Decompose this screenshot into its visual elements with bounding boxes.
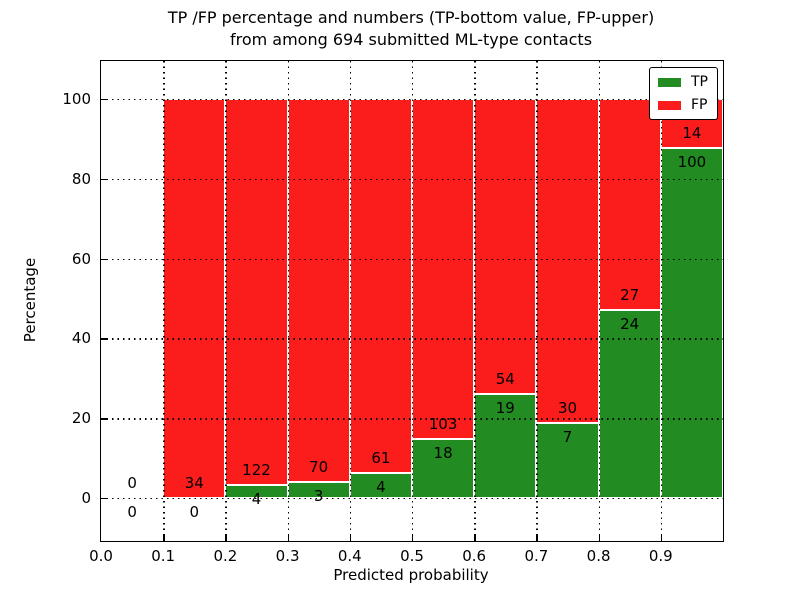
chart-title-line2: from among 694 submitted ML-type contact… [229, 30, 593, 49]
tp-count-label: 18 [433, 443, 453, 462]
y-axis-label: Percentage [21, 257, 39, 343]
tp-count-label: 19 [495, 399, 515, 418]
fp-count-label: 34 [184, 474, 204, 492]
fp-bar-segment [163, 99, 226, 498]
legend-label-tp: TP [691, 74, 708, 90]
fp-count-label: 54 [495, 370, 515, 389]
y-tick-mark [101, 338, 108, 340]
x-gridline [163, 61, 165, 541]
y-tick-mark [101, 178, 108, 181]
tp-bar-segment [536, 422, 599, 498]
fp-count-label: 14 [682, 124, 702, 142]
tp-count-label: 7 [562, 427, 573, 446]
x-gridline [536, 61, 538, 541]
x-gridline [287, 61, 289, 541]
plot-area: TP FP 0 0 34 0 122 4 70 3 61 4 103 18 54 19 30 7 27 24 14 1… [62, 60, 724, 565]
chart-title-line1: TP /FP percentage and numbers (TP-bottom… [167, 8, 655, 27]
fp-count-label: 0 [127, 474, 137, 492]
fp-count-label: 103 [428, 414, 458, 433]
y-tick-label: 0 [81, 489, 91, 507]
x-tick-mark [598, 534, 600, 541]
y-tick-mark [101, 99, 108, 101]
y-tick-label: 60 [71, 249, 91, 268]
x-tick-label: 0.7 [524, 547, 549, 565]
fp-count-label: 27 [620, 286, 640, 305]
y-tick-label: 20 [71, 409, 91, 428]
tp-count-label: 4 [376, 478, 386, 497]
y-tick-mark [101, 498, 108, 500]
fp-swatch-icon [658, 100, 681, 110]
x-tick-mark [536, 534, 538, 541]
x-tick-mark [412, 534, 414, 541]
legend-entry-tp: TP [658, 75, 708, 89]
x-tick-label: 0.4 [337, 547, 362, 565]
y-tick-mark [101, 258, 108, 260]
fp-count-label: 61 [371, 449, 391, 468]
chart-title: TP /FP percentage and numbers (TP-bottom… [100, 7, 722, 51]
x-tick-mark [474, 534, 476, 541]
tp-count-label: 0 [127, 503, 137, 521]
tp-count-label: 3 [313, 486, 324, 505]
fp-count-label: 122 [242, 461, 271, 480]
tp-swatch-icon [658, 77, 681, 87]
tp-count-label: 0 [189, 503, 200, 521]
fp-count-label: 70 [309, 457, 329, 476]
x-tick-mark [349, 534, 352, 541]
x-tick-label: 0.2 [213, 547, 238, 565]
x-tick-label: 0.9 [648, 547, 673, 565]
x-gridline [412, 61, 414, 541]
y-tick-mark [101, 418, 108, 420]
fp-bar-segment [474, 99, 537, 395]
x-tick-label: 0.8 [586, 547, 611, 565]
x-gridline [598, 61, 600, 541]
fp-bar-segment [349, 99, 412, 474]
fp-bar-segment [225, 99, 288, 486]
fp-bar-segment [536, 99, 599, 423]
x-gridline [474, 61, 476, 541]
tp-count-label: 100 [677, 153, 707, 171]
legend-label-fp: FP [691, 97, 708, 113]
x-tick-label: 0.5 [400, 547, 424, 565]
tp-bar-segment [412, 438, 475, 498]
x-gridline [349, 61, 352, 541]
fp-bar-segment [598, 99, 661, 311]
x-tick-mark [660, 534, 663, 541]
fp-bar-segment [287, 99, 350, 482]
x-tick-label: 0.6 [462, 547, 487, 565]
x-tick-mark [163, 534, 165, 541]
tp-count-label: 24 [620, 315, 640, 334]
fp-count-label: 30 [557, 398, 578, 417]
legend-entry-fp: FP [658, 98, 708, 112]
x-gridline [660, 61, 663, 541]
y-tick-label: 40 [71, 329, 91, 348]
x-tick-label: 0.3 [275, 547, 300, 565]
x-tick-mark [287, 534, 289, 541]
x-tick-label: 0.0 [89, 547, 113, 565]
x-tick-label: 0.1 [151, 547, 176, 565]
y-tick-label: 100 [62, 90, 91, 108]
tp-bar-segment [660, 148, 723, 498]
legend: TP FP [649, 67, 718, 120]
tp-bar-segment [598, 310, 661, 498]
x-gridline [225, 61, 227, 541]
x-axis-label: Predicted probability [333, 566, 489, 584]
x-tick-mark [225, 534, 227, 541]
y-tick-label: 80 [71, 169, 91, 188]
fp-bar-segment [412, 99, 475, 439]
tp-count-label: 4 [251, 490, 262, 509]
